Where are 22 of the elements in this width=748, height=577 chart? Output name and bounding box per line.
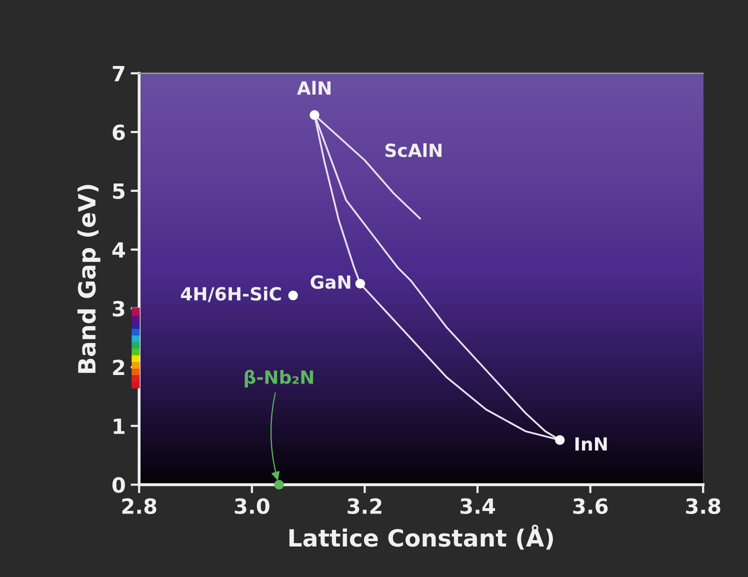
y-tick-label: 3 xyxy=(112,300,124,317)
x-tick-label: 3.2 xyxy=(348,498,382,514)
y-tick-label: 4 xyxy=(112,242,125,258)
y-tick-label: 6 xyxy=(112,124,125,140)
y-tick-label: 7 xyxy=(112,66,124,82)
annotation: 4H/6H-SiC xyxy=(180,286,281,302)
x-tick-label: 2.8 xyxy=(122,498,156,514)
annotation: ScAlN xyxy=(385,143,442,158)
x-tick-label: 3.8 xyxy=(686,498,720,514)
annotation: GaN xyxy=(310,275,350,289)
y-tick-label: 1 xyxy=(114,418,124,434)
x-tick-label: 3.6 xyxy=(573,498,608,514)
x-axis-title: Lattice Constant (Å) xyxy=(289,524,553,550)
annotation: AlN xyxy=(296,80,331,95)
y-axis-title: Band Gap (eV) xyxy=(77,184,100,373)
x-tick-label: 3.4 xyxy=(460,498,496,514)
y-tick-label: 0 xyxy=(112,477,125,493)
x-tick-label: 3.0 xyxy=(234,498,270,514)
y-tick-label: 5 xyxy=(113,184,124,200)
annotation: InN xyxy=(575,437,607,451)
annotation: β-Nb₂N xyxy=(244,370,314,388)
y-tick-label: 2 xyxy=(113,360,124,376)
